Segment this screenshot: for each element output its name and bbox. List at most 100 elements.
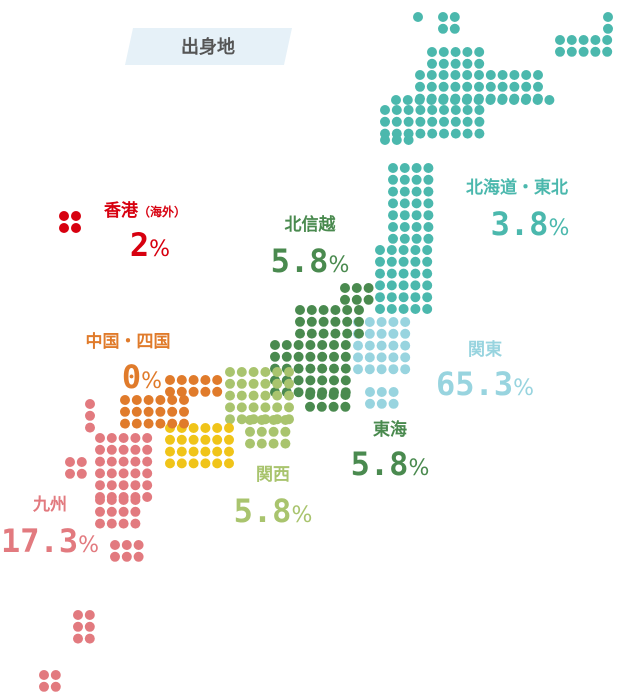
map-dot [415,116,426,127]
map-dot [142,468,153,479]
map-dot [260,378,271,389]
map-dot [130,456,141,467]
map-dot [376,352,387,363]
map-dot [106,468,117,479]
map-dot [165,446,175,457]
map-dot [438,12,448,22]
region-value-number: 17.3 [1,522,78,560]
map-dot [224,423,234,433]
map-dot [411,222,422,232]
map-dot [188,434,199,445]
map-dot [602,46,613,57]
map-dot [354,305,364,315]
region-value: 17.3% [1,522,99,560]
region-value: 5.8% [234,492,313,530]
map-dot [245,426,255,437]
map-dot [400,328,411,339]
map-dot [388,233,398,244]
map-dot [95,506,105,517]
map-dot [165,386,175,397]
map-dot [403,105,414,115]
map-dot [155,418,166,429]
region-value: 3.8% [491,205,570,243]
map-dot [340,340,351,350]
region-value-number: 65.3 [436,365,513,403]
map-dot [225,378,235,389]
map-dot [422,245,433,255]
map-dot [427,105,438,115]
map-dot [461,95,472,105]
map-dot [354,316,364,327]
map-dot [272,390,283,401]
map-dot [388,328,399,339]
map-dot [340,351,351,362]
map-dot [438,23,448,34]
map-dot [423,174,434,185]
map-dot [85,410,95,421]
map-dot [427,128,438,139]
map-dot [176,375,187,385]
map-dot [400,317,411,327]
map-dot [284,390,294,401]
map-dot [509,70,520,80]
map-dot [415,105,426,115]
map-dot [578,35,589,45]
map-dot [426,81,437,92]
map-dot [118,480,129,491]
map-dot [603,23,613,34]
map-dot [386,256,397,267]
map-dot [284,378,294,389]
map-dot [364,340,375,351]
map-dot [293,387,304,398]
map-dot [364,352,375,363]
map-dot [84,610,95,620]
map-dot [533,81,543,92]
map-dot [426,70,437,80]
map-dot [411,186,422,197]
map-dot [365,387,375,397]
map-dot [423,222,434,232]
map-dot [212,375,223,385]
map-dot [306,316,317,327]
map-dot [399,198,410,209]
map-dot [120,418,130,429]
map-dot [340,363,351,374]
map-dot [188,375,199,385]
map-dot [590,46,601,57]
map-dot [245,438,255,449]
map-dot [318,316,329,327]
region-name: 香港（海外） [104,200,186,221]
map-dot [555,35,565,45]
region-value-number: 0 [122,358,141,396]
map-dot [142,480,153,491]
map-dot [293,340,304,350]
map-dot [236,402,247,413]
map-dot [106,506,117,517]
map-dot [272,402,283,413]
map-dot [450,128,461,139]
map-dot [521,81,532,92]
map-dot [353,340,363,351]
map-dot [200,446,211,457]
map-dot [342,316,353,327]
map-dot [295,305,305,315]
map-dot [50,670,61,680]
map-dot [121,551,132,562]
map-dot [95,468,105,479]
map-dot [427,47,437,57]
region-value-number: 5.8 [351,445,409,483]
map-dot [330,305,341,315]
map-dot [342,328,353,339]
map-dot [305,340,316,350]
map-dot [520,95,531,105]
map-dot [533,70,543,80]
map-dot [388,174,398,185]
region-value: 2% [130,226,170,264]
map-dot [375,268,385,279]
map-dot [73,621,83,632]
map-dot [224,446,234,457]
map-dot [411,163,422,173]
map-dot [305,390,315,400]
map-dot [410,292,421,303]
